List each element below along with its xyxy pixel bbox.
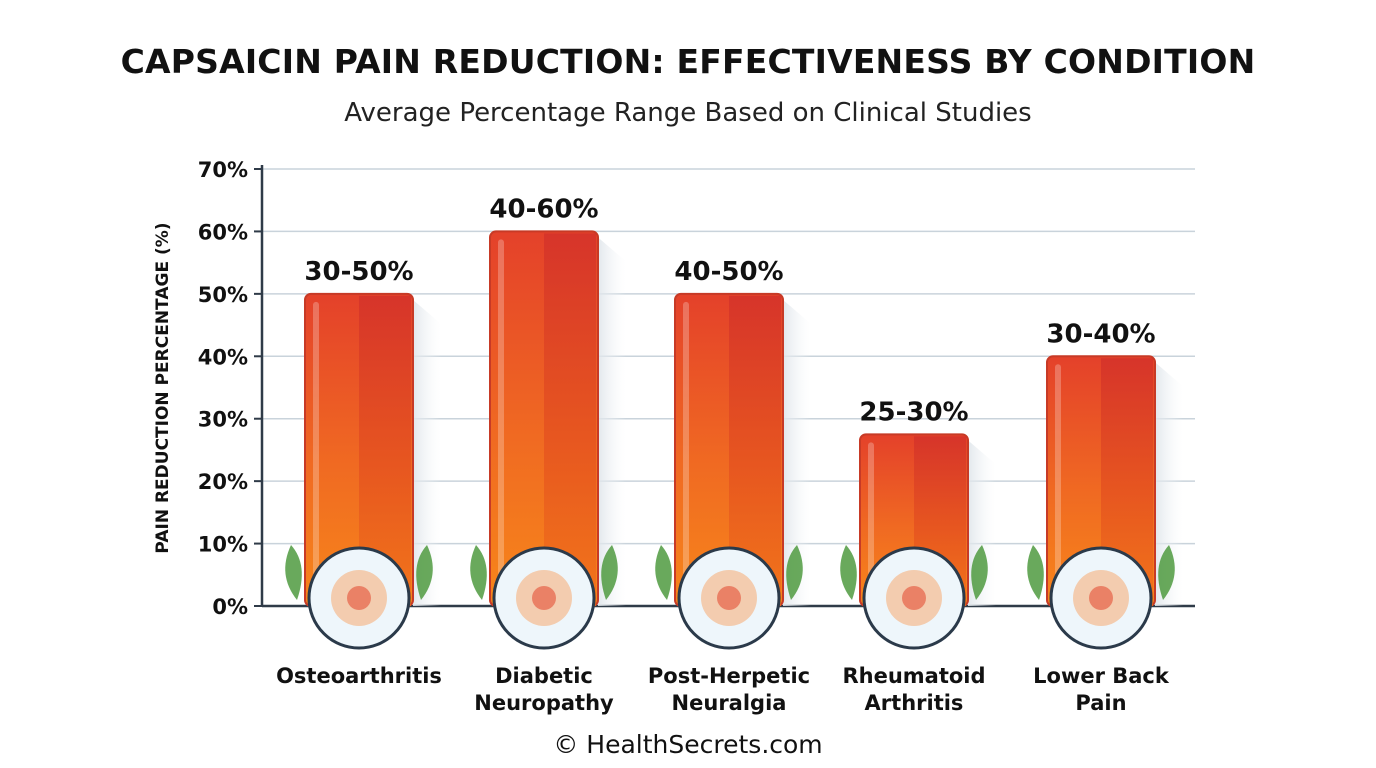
value-label: 30-40%	[1046, 319, 1155, 349]
value-label: 40-60%	[489, 194, 598, 224]
skin-nerve-icon	[655, 545, 803, 650]
category-label-line: Post-Herpetic	[648, 664, 810, 688]
leaf-left-icon	[285, 545, 302, 600]
bar-shadow	[1155, 362, 1183, 606]
leaf-right-icon	[416, 545, 433, 600]
axes: 0% 10% 20% 30% 40% 50% 60% 70% PAIN REDUCTION PE…	[153, 158, 1195, 619]
icon-pain-spot	[532, 586, 556, 610]
category-label: Diabetic Neuropathy	[474, 664, 614, 715]
foot-nerve-icon	[470, 545, 618, 650]
category-label: Lower Back Pain	[1033, 664, 1170, 715]
bar-highlight	[313, 301, 319, 600]
y-tick-label: 40%	[198, 345, 248, 369]
leaf-right-icon	[971, 545, 988, 600]
leaf-left-icon	[655, 545, 672, 600]
icon-pain-spot	[717, 586, 741, 610]
spine-pain-icon	[1027, 545, 1175, 650]
category-label-line: Neuropathy	[474, 691, 614, 715]
labels: 30-50% 40-60% 40-50% 25-30% 30-40% Osteoarthr…	[276, 194, 1170, 715]
y-tick-label: 50%	[198, 283, 248, 307]
y-tick-label: 20%	[198, 470, 248, 494]
bar-shadow	[598, 237, 626, 606]
value-label: 25-30%	[859, 397, 968, 427]
chart-title: CAPSAICIN PAIN REDUCTION: EFFECTIVENESS …	[120, 42, 1256, 81]
category-label-line: Neuralgia	[672, 691, 787, 715]
bar-highlight	[498, 239, 504, 600]
leaf-left-icon	[840, 545, 857, 600]
knee-joint-icon	[285, 545, 433, 650]
value-label: 40-50%	[674, 257, 783, 287]
y-tick-label: 10%	[198, 533, 248, 557]
category-label-line: Rheumatoid	[842, 664, 985, 688]
y-tick-label: 30%	[198, 408, 248, 432]
y-tick-label: 70%	[198, 158, 248, 182]
y-axis-title: PAIN REDUCTION PERCENTAGE (%)	[153, 222, 173, 553]
category-label-line: Diabetic	[495, 664, 593, 688]
category-label-line: Lower Back	[1033, 664, 1170, 688]
category-label: Rheumatoid Arthritis	[842, 664, 985, 715]
leaf-left-icon	[470, 545, 487, 600]
leaf-right-icon	[786, 545, 803, 600]
copyright-footer: © HealthSecrets.com	[553, 730, 823, 759]
leaf-right-icon	[1158, 545, 1175, 600]
icon-pain-spot	[1089, 586, 1113, 610]
icon-pain-spot	[347, 586, 371, 610]
category-label: Osteoarthritis	[276, 664, 442, 688]
leaf-left-icon	[1027, 545, 1044, 600]
bar-side	[544, 233, 596, 606]
y-tick-label: 60%	[198, 220, 248, 244]
hand-joints-icon	[840, 545, 988, 650]
leaf-right-icon	[601, 545, 618, 600]
bar-highlight	[683, 301, 689, 600]
bars	[285, 230, 1183, 650]
bar-highlight	[868, 442, 874, 600]
bar-shadow	[783, 299, 811, 606]
icon-pain-spot	[902, 586, 926, 610]
bar-shadow	[413, 299, 441, 606]
category-label: Post-Herpetic Neuralgia	[648, 664, 810, 715]
bar-highlight	[1055, 364, 1061, 600]
y-tick-label: 0%	[212, 595, 248, 619]
category-label-line: Pain	[1075, 691, 1126, 715]
category-label-line: Arthritis	[865, 691, 964, 715]
category-label-line: Osteoarthritis	[276, 664, 442, 688]
value-label: 30-50%	[304, 257, 413, 287]
chart-subtitle: Average Percentage Range Based on Clinic…	[344, 98, 1032, 128]
